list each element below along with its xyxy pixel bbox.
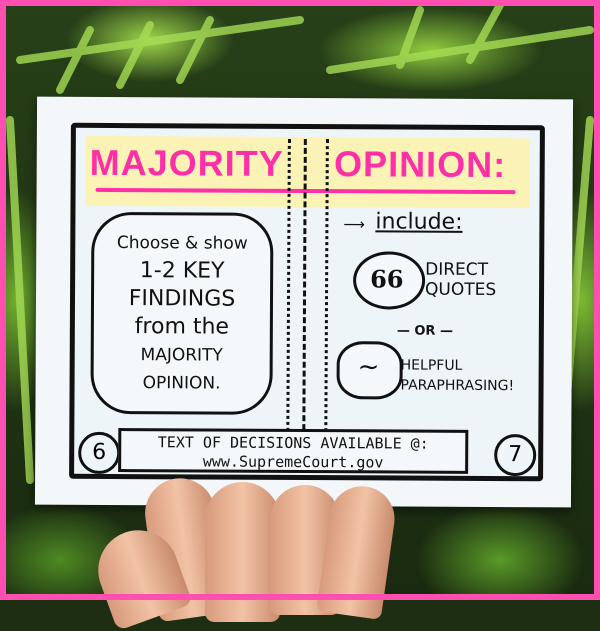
title-opinion: OPINION: xyxy=(334,143,507,186)
thumb xyxy=(205,482,280,622)
fern-leaves xyxy=(6,1,594,484)
center-fold xyxy=(302,138,307,440)
zine-page: MAJORITY OPINION: Choose & show 1-2 KEY … xyxy=(34,96,574,508)
thought-bubble-icon: ~ xyxy=(336,341,403,400)
include-label: include: xyxy=(375,209,463,235)
arrow-icon: ⟶ xyxy=(343,215,365,234)
helpful-label: HELPFUL xyxy=(400,357,463,374)
page-number-right: 7 xyxy=(494,433,537,477)
thought-cloud: Choose & show 1-2 KEY FINDINGS from the … xyxy=(90,211,274,415)
footer-line1: TEXT OF DECISIONS AVAILABLE @: xyxy=(157,433,429,453)
quote-mark: 66 xyxy=(370,264,404,294)
fold-dots-right xyxy=(324,139,329,440)
cloud-line: 1-2 KEY xyxy=(139,258,225,284)
tilde-mark: ~ xyxy=(357,352,380,383)
or-divider: — OR — xyxy=(396,323,454,339)
cloud-text: Choose & show 1-2 KEY FINDINGS from the … xyxy=(100,229,265,398)
helpful-paraphrasing: HELPFUL PARAPHRASING! xyxy=(401,356,515,397)
footer-box: TEXT OF DECISIONS AVAILABLE @: www.Supre… xyxy=(118,428,469,474)
cloud-line: FINDINGS xyxy=(128,286,236,312)
cloud-line: OPINION. xyxy=(142,373,221,394)
direct-quotes: DIRECT QUOTES xyxy=(425,260,496,300)
zine-panel: MAJORITY OPINION: Choose & show 1-2 KEY … xyxy=(69,122,545,482)
cloud-line: Choose & show xyxy=(116,233,248,254)
speech-bubble-icon: 66 xyxy=(352,251,426,310)
page-number-left: 6 xyxy=(78,431,121,475)
footer-url: www.SupremeCourt.gov xyxy=(202,452,384,472)
cloud-line: MAJORITY xyxy=(140,345,223,366)
quotes-label: QUOTES xyxy=(425,279,497,301)
direct-label: DIRECT xyxy=(425,259,489,280)
paraphrasing-label: PARAPHRASING! xyxy=(400,377,515,395)
fold-dots-left xyxy=(286,138,291,439)
title-majority: MAJORITY xyxy=(89,141,284,184)
zine-title: MAJORITY OPINION: xyxy=(90,142,507,186)
cloud-line: from the xyxy=(134,314,230,340)
